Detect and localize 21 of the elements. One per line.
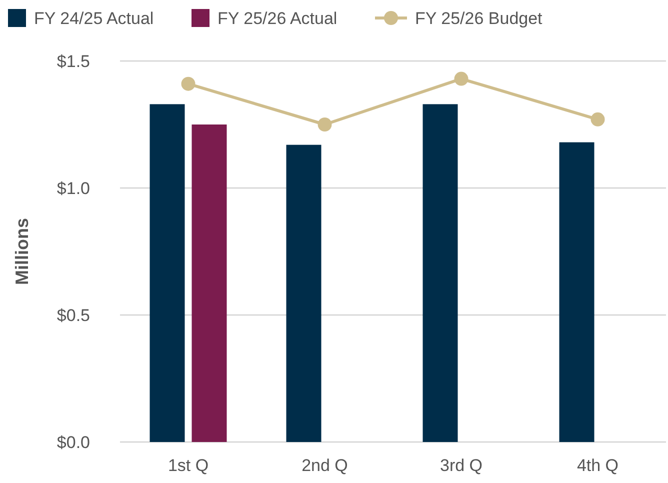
point: [590, 112, 605, 126]
bar: [286, 144, 322, 442]
x-tick-label: 1st Q: [168, 456, 209, 475]
y-tick-label: $1.5: [56, 52, 90, 71]
point: [181, 76, 196, 91]
y-axis-title: Millions: [12, 218, 32, 285]
y-tick-label: $1.0: [56, 178, 90, 198]
y-tick-label: $0.0: [56, 432, 90, 452]
legend-label: FY 25/26 Actual: [218, 9, 338, 28]
bar: [150, 104, 185, 442]
bar: [192, 124, 227, 442]
x-tick-label: 3rd Q: [440, 456, 483, 475]
point: [318, 118, 332, 132]
x-tick-label: 4th Q: [576, 456, 619, 475]
x-tick-label: 2nd Q: [302, 456, 348, 475]
bar: [422, 104, 458, 442]
y-tick-label: $0.5: [56, 306, 90, 325]
legend-label: FY 25/26 Budget: [415, 9, 543, 28]
point: [454, 72, 468, 86]
legend-label: FY 24/25 Actual: [34, 9, 154, 28]
bar: [559, 142, 594, 442]
